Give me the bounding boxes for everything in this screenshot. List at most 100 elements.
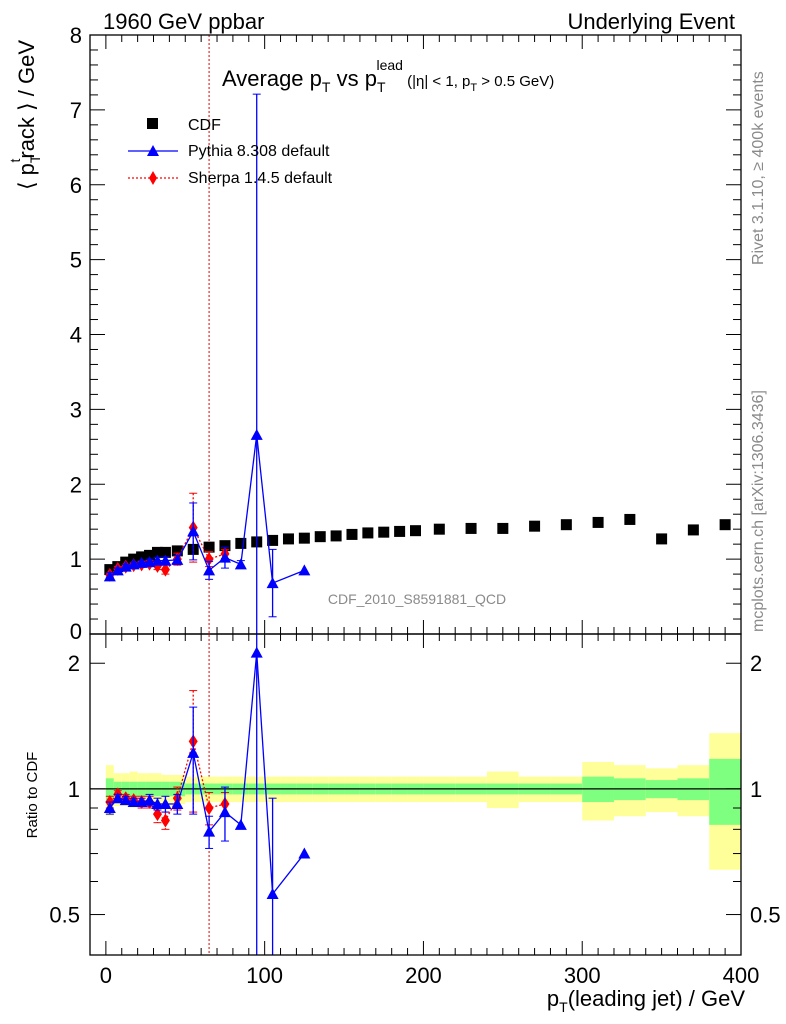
pythia-point	[203, 564, 216, 576]
cdf-point	[235, 537, 247, 549]
pythia-point	[111, 564, 124, 576]
cdf-point	[433, 523, 445, 535]
cdf-point	[410, 525, 421, 537]
cdf-point	[378, 526, 390, 538]
cdf-point	[362, 527, 374, 539]
cdf-point	[298, 532, 310, 544]
sherpa-ratio-point	[160, 813, 170, 828]
mcplots-note: mcplots.cern.ch [arXiv:1306.3436]	[750, 390, 767, 632]
ratio-panel: 0 100 200 300 400 0.5 0.5 1 1 2 2	[49, 35, 781, 988]
ratio-frame	[89, 633, 742, 956]
cdf-point	[330, 530, 342, 542]
pythia-ratio-point	[127, 796, 140, 808]
legend-label-sherpa: Sherpa 1.4.5 default	[188, 170, 333, 187]
ratio-y-tick-label-right: 1	[750, 777, 762, 802]
cdf-point	[219, 540, 231, 552]
y-tick-label: 8	[70, 23, 82, 48]
sherpa-ratio-point	[204, 800, 214, 815]
pythia-point	[298, 564, 311, 576]
cdf-point	[497, 522, 509, 534]
top-ylabel: ⟨ pTtrack ⟩ / GeV	[7, 40, 43, 190]
cdf-point	[151, 546, 163, 558]
x-tick-label: 0	[100, 963, 112, 988]
pythia-point	[151, 554, 164, 566]
cdf-point	[687, 524, 699, 536]
pythia-ratio-point	[103, 801, 116, 813]
ratio-ylabel: Ratio to CDF	[24, 752, 41, 839]
ratio-y-tick-label-left: 0.5	[49, 903, 80, 928]
pythia-ratio-point	[119, 794, 132, 806]
pythia-ratio-point	[151, 798, 164, 810]
title-sub-2: T	[377, 79, 386, 95]
cdf-point	[624, 513, 636, 525]
xlabel-sub: T	[559, 999, 568, 1015]
xlabel: pT(leading jet) / GeV	[547, 986, 745, 1015]
pythia-point	[250, 428, 263, 440]
cdf-point	[465, 522, 477, 534]
cdf-point	[719, 519, 731, 531]
pythia-ratio-point	[266, 888, 279, 900]
y-tick-label: 7	[70, 98, 82, 123]
y-tick-label: 1	[70, 547, 82, 572]
analysis-watermark: CDF_2010_S8591881_QCD	[328, 591, 506, 607]
ylabel-sup: t	[7, 159, 23, 163]
pythia-point	[135, 556, 148, 568]
pythia-ratio-point	[298, 847, 311, 859]
cdf-point	[267, 534, 279, 546]
chart-title: Average pT vs pTlead (|η| < 1, pT > 0.5 …	[222, 57, 554, 95]
legend-marker-pythia	[147, 145, 159, 156]
cdf-point	[592, 516, 604, 528]
title-sub-1: T	[322, 79, 331, 95]
cdf-point	[203, 541, 215, 553]
x-tick-label: 200	[405, 963, 442, 988]
sherpa-ratio-point	[152, 807, 162, 822]
pythia-point	[171, 553, 184, 565]
cdf-point	[144, 549, 156, 561]
pythia-point	[266, 577, 279, 589]
legend-marker-cdf	[147, 118, 158, 129]
pythia-ratio-point	[218, 806, 231, 818]
pythia-ratio-point	[187, 746, 200, 758]
stat-uncertainty-band	[709, 758, 741, 825]
x-tick-label: 300	[564, 963, 601, 988]
rivet-note: Rivet 3.1.10, ≥ 400k events	[750, 71, 767, 265]
cdf-point	[314, 531, 326, 543]
cdf-point	[656, 533, 668, 545]
ratio-y-tick-label-left: 2	[68, 651, 80, 676]
cdf-point	[394, 525, 406, 537]
y-tick-label: 0	[70, 619, 82, 644]
y-tick-label: 2	[70, 472, 82, 497]
top-panel: 0 1 2 3 4 5 6 7 8	[70, 23, 742, 955]
cdf-point	[560, 519, 572, 531]
pythia-ratio-point	[111, 792, 124, 804]
cdf-point	[282, 533, 294, 545]
legend: CDF Pythia 8.308 default Sherpa 1.4.5 de…	[128, 117, 333, 187]
header-left: 1960 GeV ppbar	[103, 9, 264, 34]
cdf-point	[529, 520, 541, 532]
x-tick-label: 100	[246, 963, 283, 988]
cdf-point	[171, 545, 183, 557]
header-right: Underlying Event	[567, 9, 735, 34]
cdf-point	[346, 528, 358, 540]
pythia-ratio-point	[159, 798, 172, 810]
pythia-ratio-point	[143, 794, 156, 806]
ratio-y-tick-label-right: 0.5	[750, 903, 781, 928]
legend-marker-sherpa	[149, 171, 157, 185]
title-sup: lead	[377, 57, 403, 73]
pythia-point	[234, 558, 247, 570]
pythia-point	[159, 554, 172, 566]
pythia-point	[103, 570, 116, 582]
pythia-ratio-line	[109, 652, 305, 896]
y-tick-label: 3	[70, 397, 82, 422]
pythia-ratio-point	[250, 646, 263, 658]
y-tick-label: 6	[70, 173, 82, 198]
y-tick-label: 5	[70, 248, 82, 273]
y-tick-label: 4	[70, 323, 82, 348]
pythia-ratio-point	[234, 818, 247, 830]
sherpa-point	[204, 552, 214, 567]
pythia-line	[109, 434, 305, 585]
pythia-point	[218, 551, 231, 563]
ratio-y-tick-label-right: 2	[750, 651, 762, 676]
title-sub-3: T	[470, 82, 477, 94]
